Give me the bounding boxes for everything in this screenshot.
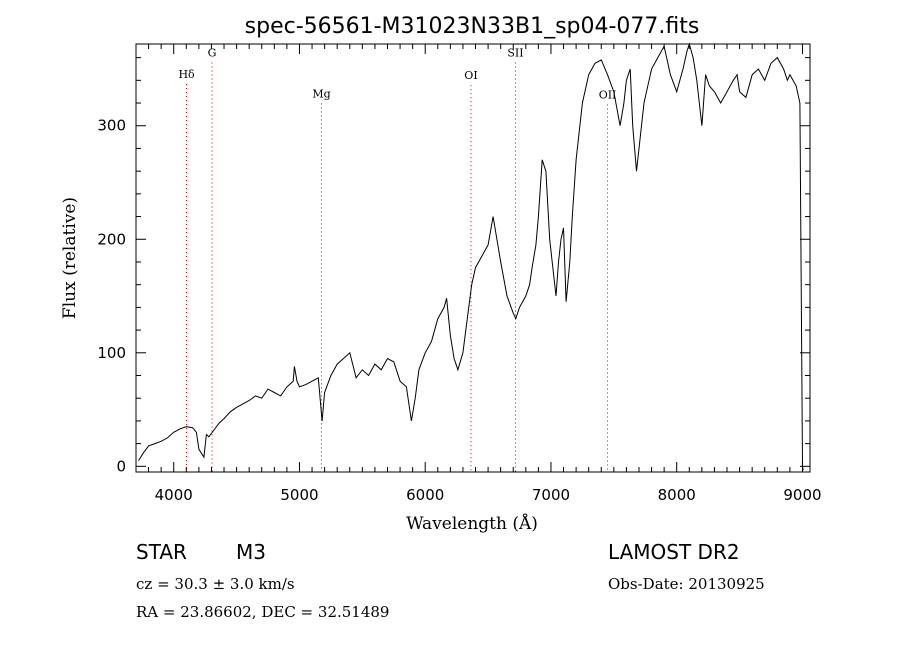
line-marker-label: SII [507,46,523,59]
y-tick-label: 200 [97,230,126,248]
annotation-layer: Hδ G Mg OI SII OII [178,46,616,472]
x-tick-label: 7000 [532,486,570,504]
object-class: STAR [136,540,187,564]
object-subclass: M3 [236,540,266,564]
x-tick-label: 8000 [658,486,696,504]
tick-layer: 4000 5000 6000 7000 8000 9000 0 100 200 300 [97,44,822,504]
x-tick-label: 4000 [155,486,193,504]
obs-date-text: Obs-Date: 20130925 [608,575,765,593]
y-tick-label: 100 [97,344,126,362]
line-marker-label: G [208,46,217,59]
line-marker-label: Mg [312,87,330,100]
x-tick-label: 9000 [783,486,821,504]
y-axis-label: Flux (relative) [60,197,80,319]
velocity-text: cz = 30.3 ± 3.0 km/s [136,575,295,593]
chart-title: spec-56561-M31023N33B1_sp04-077.fits [245,14,700,39]
line-marker-label: OI [464,69,477,82]
x-axis-label: Wavelength (Å) [406,513,538,534]
y-tick-label: 300 [97,117,126,135]
y-tick-label: 0 [116,457,126,475]
x-tick-label: 6000 [406,486,444,504]
line-marker-label: OII [599,88,617,101]
line-marker-label: Hδ [178,68,195,81]
x-tick-label: 5000 [280,486,318,504]
survey-label: LAMOST DR2 [608,540,740,564]
plot-frame [135,43,811,473]
coordinates-text: RA = 23.86602, DEC = 32.51489 [136,603,390,621]
spectrum-line [138,42,804,471]
